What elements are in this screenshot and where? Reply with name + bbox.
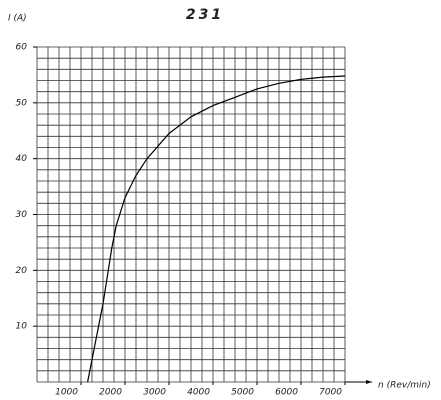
x-axis-label: n (Rev/min) [378, 381, 431, 391]
chart-title: 231 [186, 7, 224, 23]
x-tick-label: 3000 [143, 388, 166, 398]
x-tick-label: 2000 [99, 388, 122, 398]
x-tick-label: 6000 [275, 388, 298, 398]
y-tick-label: 20 [16, 266, 28, 276]
x-tick-label: 7000 [319, 388, 342, 398]
x-tick-label: 5000 [231, 388, 254, 398]
line-series [87, 75, 346, 383]
arrow-head [366, 380, 372, 384]
x-tick-label: 1000 [55, 388, 78, 398]
y-axis-label: I (A) [8, 14, 27, 24]
y-tick-label: 60 [16, 43, 28, 53]
y-tick-label: 40 [16, 154, 28, 164]
y-tick-label: 10 [16, 322, 28, 332]
y-tick-label: 50 [16, 98, 28, 108]
x-tick-label: 4000 [187, 388, 210, 398]
y-tick-label: 30 [16, 210, 28, 220]
